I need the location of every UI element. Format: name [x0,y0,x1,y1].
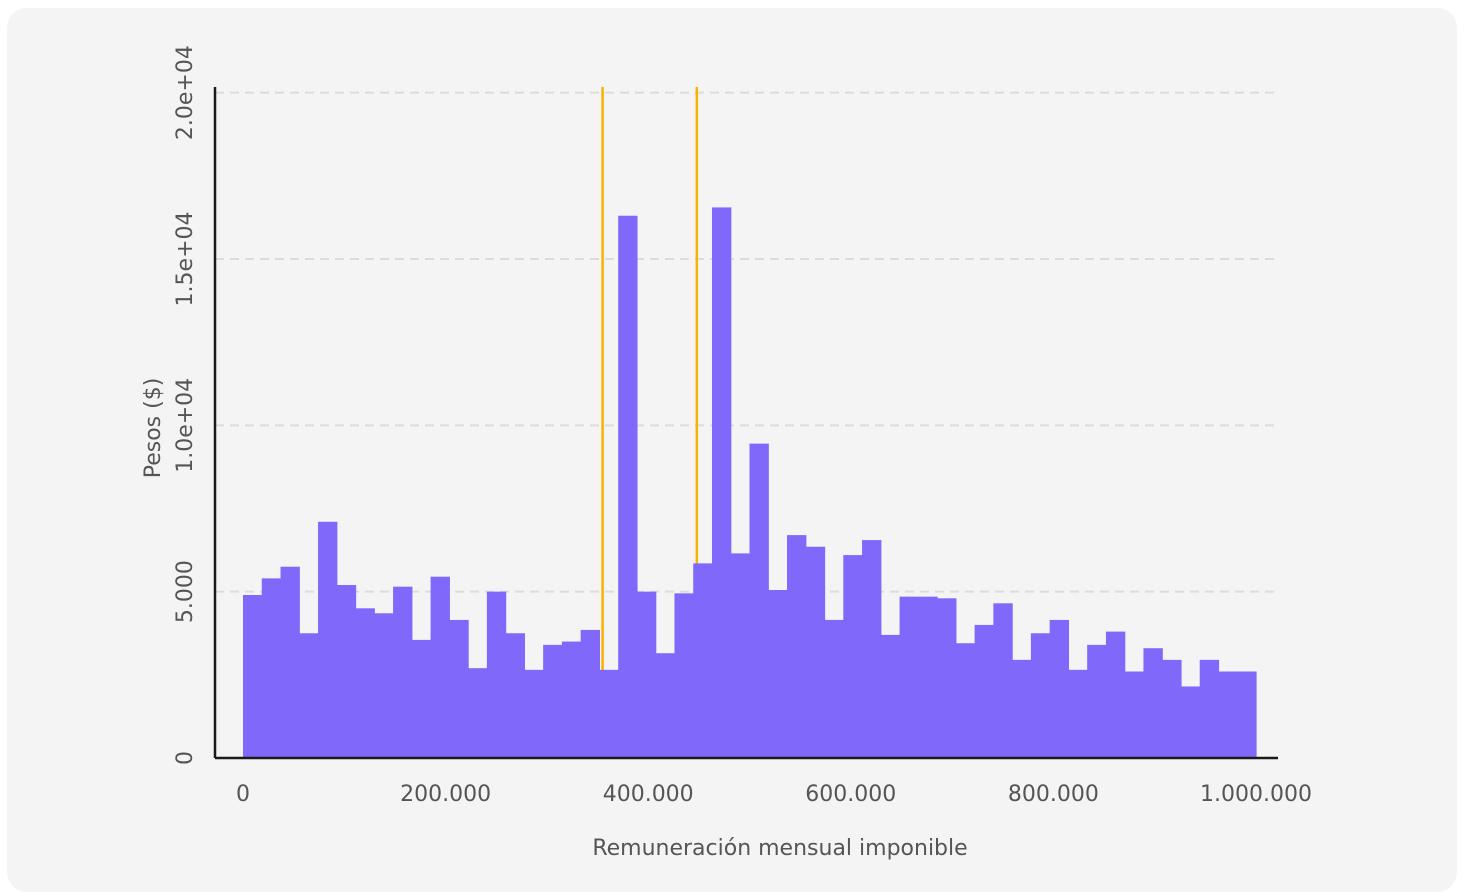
histogram-bar [768,589,788,758]
histogram-bar [843,555,863,758]
histogram-bar [411,639,432,758]
histogram-bar [486,591,507,758]
histogram-bar [862,540,882,758]
histogram-bar [580,629,601,758]
histogram-bar [261,578,282,758]
histogram-bar [505,633,525,758]
x-axis-title: Remuneración mensual imponible [592,836,967,861]
histogram-bar [1199,659,1220,758]
x-axis-ticks: 0 200.000 400.000 600.000 800.000 1.000.000 [236,782,1312,807]
histogram-bar [993,603,1013,758]
histogram-bar [1030,633,1051,758]
histogram-bar [974,624,994,758]
y-tick-label: 0 [173,751,198,765]
histogram-bar [1162,659,1182,758]
histogram-bar [1237,671,1257,758]
y-tick-label: 5.000 [173,560,198,623]
histogram-bar [1105,631,1126,758]
histogram-bar [449,619,469,758]
histogram-bar [280,566,300,758]
histogram-bar [655,653,676,758]
histogram-bar [430,576,450,758]
y-axis-title: Pesos ($) [141,378,166,479]
histogram-bar [1012,659,1032,758]
histogram-bar [749,443,769,758]
histogram-bar [1087,644,1107,758]
histogram-bar [1124,671,1145,758]
histogram-bar [674,593,694,758]
histogram-bar [299,633,319,758]
histogram-bar [711,207,732,758]
histogram-bar [355,608,375,758]
histogram-bar [730,553,751,758]
histogram-bar [599,669,619,758]
histogram-bar [618,215,638,759]
x-tick-label: 1.000.000 [1200,782,1312,807]
histogram-bar [393,586,413,758]
histogram-bar [787,535,807,758]
histogram-bar [243,594,263,758]
histogram-bar [636,591,657,758]
x-tick-label: 200.000 [400,782,491,807]
histogram-bar [918,596,938,758]
grid-lines [215,91,1278,593]
histogram-bars [243,207,1257,759]
axes [213,87,1278,760]
histogram-bar [824,619,844,758]
histogram-bar [955,643,976,758]
histogram-bar [693,563,713,758]
histogram-bar [899,596,919,758]
histogram-bar [1218,671,1238,758]
histogram-bar [1049,619,1070,758]
histogram-bar [524,669,544,758]
x-tick-label: 600.000 [805,782,896,807]
x-tick-label: 800.000 [1008,782,1099,807]
histogram-bar [468,668,488,758]
y-axis-ticks: 0 5.000 1.0e+04 1.5e+04 2.0e+04 [173,45,198,765]
histogram-bar [561,641,582,758]
histogram-bar [1068,669,1088,758]
histogram-bar [336,585,357,758]
histogram-bar [1143,648,1163,758]
histogram-bar [374,613,394,758]
histogram-bar [805,546,826,758]
histogram-bar [880,634,901,758]
y-tick-label: 2.0e+04 [173,45,198,140]
x-tick-label: 400.000 [603,782,694,807]
histogram-bar [937,598,957,758]
y-tick-label: 1.5e+04 [173,211,198,306]
y-tick-label: 1.0e+04 [173,378,198,473]
histogram-bar [318,521,338,758]
histogram-bar [1180,686,1201,758]
x-tick-label: 0 [236,782,250,807]
histogram-bar [543,644,563,758]
